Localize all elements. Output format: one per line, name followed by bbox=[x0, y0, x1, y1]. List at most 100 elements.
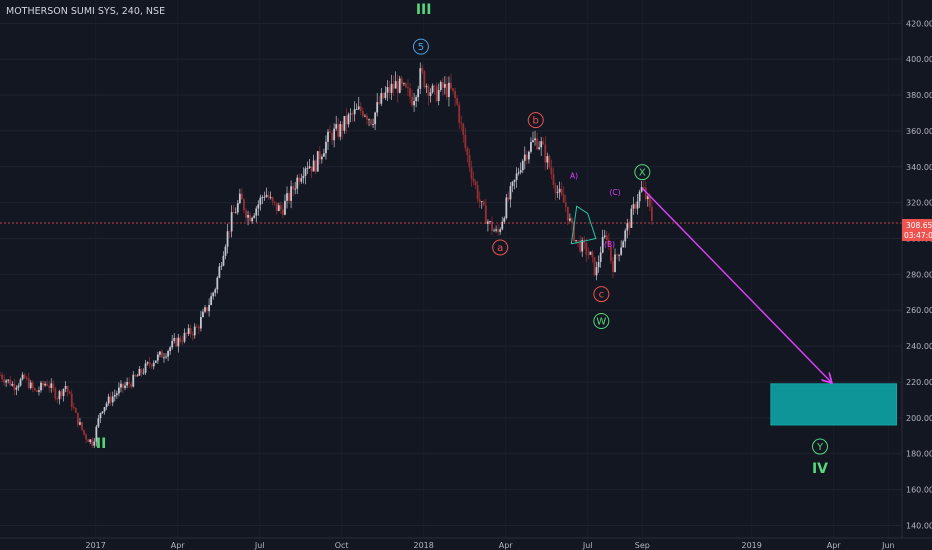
candle-body bbox=[179, 337, 182, 342]
candle-body bbox=[359, 106, 362, 112]
candle-body bbox=[361, 111, 364, 116]
candle-body bbox=[636, 201, 639, 209]
candle-body bbox=[587, 254, 590, 256]
candle-body bbox=[646, 196, 649, 200]
candle-body bbox=[99, 413, 102, 419]
candle-body bbox=[163, 357, 165, 359]
candle-body bbox=[589, 251, 592, 255]
candle-body bbox=[394, 81, 397, 89]
y-tick-label: 400.00 bbox=[906, 55, 932, 64]
candle-body bbox=[333, 128, 336, 141]
candle-body bbox=[630, 208, 633, 228]
candle-body bbox=[407, 87, 409, 89]
candle-body bbox=[257, 204, 260, 209]
candle-body bbox=[25, 377, 28, 379]
candle-body bbox=[523, 154, 526, 161]
candle-body bbox=[435, 86, 438, 102]
candle-body bbox=[573, 222, 575, 242]
candle-body bbox=[427, 86, 430, 97]
candle-body bbox=[52, 383, 55, 389]
candle-body bbox=[36, 390, 38, 392]
candle-body bbox=[423, 71, 426, 88]
candle-body bbox=[3, 379, 5, 383]
candle-body bbox=[91, 439, 94, 446]
candle-body bbox=[19, 379, 22, 386]
candle-body bbox=[312, 160, 315, 172]
price-axis[interactable]: 140.00 160.00 180.00 200.00 220.00 240.00 260.… bbox=[906, 19, 932, 530]
candle-body bbox=[206, 307, 208, 312]
candle-body bbox=[390, 83, 393, 93]
candle-body bbox=[425, 86, 428, 88]
candle-body bbox=[560, 188, 563, 195]
candle-body bbox=[532, 140, 534, 142]
x-tick-label: Jun bbox=[881, 541, 895, 550]
y-tick-label: 220.00 bbox=[906, 378, 932, 387]
candle-body bbox=[464, 134, 467, 148]
time-axis[interactable]: Sep2017AprJulOct2018AprJulSep2019AprJun bbox=[0, 541, 895, 550]
candle-body bbox=[364, 115, 366, 117]
candle-body bbox=[171, 340, 174, 348]
candle-body bbox=[329, 131, 331, 133]
candle-body bbox=[632, 204, 635, 209]
candle-body bbox=[597, 262, 600, 268]
candle-body bbox=[460, 122, 463, 124]
candle-body bbox=[232, 212, 235, 213]
candle-body bbox=[413, 101, 415, 106]
candle-body bbox=[558, 188, 561, 193]
candle-body bbox=[347, 114, 350, 125]
candle-body bbox=[101, 411, 104, 414]
candle-body bbox=[509, 186, 512, 200]
candle-body bbox=[581, 240, 584, 252]
price-axis-background bbox=[902, 0, 932, 550]
candle-body bbox=[628, 223, 631, 228]
candle-body bbox=[640, 187, 643, 192]
candle-body bbox=[605, 235, 608, 240]
candle-body bbox=[474, 181, 477, 186]
candle-body bbox=[15, 387, 18, 390]
wave-circle bbox=[812, 438, 828, 455]
candle-body bbox=[634, 204, 637, 209]
candle-body bbox=[177, 337, 180, 347]
candle-body bbox=[562, 194, 565, 203]
candle-body bbox=[7, 379, 10, 381]
candle-body bbox=[93, 441, 96, 446]
candle-body bbox=[154, 360, 157, 363]
current-price-label: 308.65 bbox=[906, 221, 932, 230]
candle-body bbox=[124, 385, 126, 388]
candle-body bbox=[624, 230, 627, 242]
candle-body bbox=[185, 332, 188, 334]
candle-body bbox=[607, 239, 610, 247]
candle-body bbox=[380, 93, 383, 104]
y-tick-label: 240.00 bbox=[906, 342, 932, 351]
candle-body bbox=[292, 186, 295, 190]
candle-body bbox=[554, 185, 557, 194]
candle-body bbox=[431, 85, 434, 93]
candle-body bbox=[542, 141, 545, 145]
candle-body bbox=[269, 197, 272, 198]
candle-body bbox=[618, 254, 620, 256]
candle-body bbox=[585, 242, 588, 255]
candle-body bbox=[614, 254, 616, 273]
candle-body bbox=[138, 369, 141, 376]
candle-body bbox=[308, 166, 311, 168]
target-zone bbox=[770, 383, 897, 426]
candle-body bbox=[181, 341, 184, 343]
candle-body bbox=[261, 197, 264, 199]
candle-body bbox=[556, 192, 559, 194]
x-tick-label: 2019 bbox=[741, 541, 761, 550]
candle-body bbox=[552, 174, 555, 186]
wave-label-x: X bbox=[639, 168, 646, 179]
candle-body bbox=[487, 221, 489, 224]
candle-body bbox=[109, 396, 112, 403]
candle-body bbox=[288, 193, 290, 201]
candle-body bbox=[489, 221, 491, 223]
candle-body bbox=[189, 328, 192, 335]
candle-body bbox=[612, 260, 614, 273]
candle-body bbox=[402, 83, 405, 85]
candle-body bbox=[31, 382, 34, 389]
candle-body bbox=[83, 429, 85, 435]
candle-body bbox=[128, 382, 131, 384]
candle-body bbox=[446, 83, 448, 97]
